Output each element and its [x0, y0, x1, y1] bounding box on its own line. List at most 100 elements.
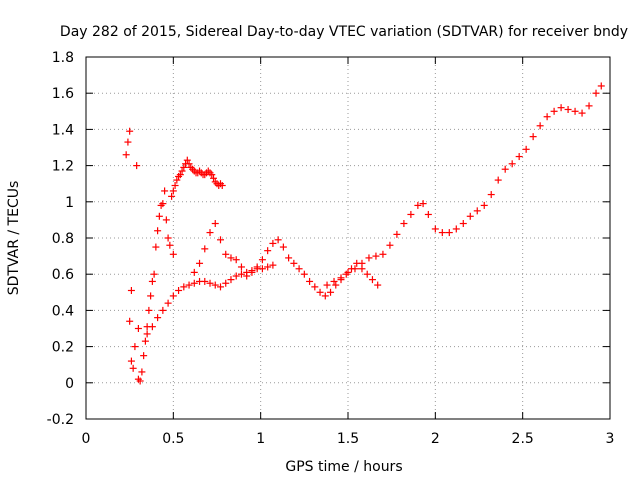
x-tick-label: 3 — [606, 431, 615, 447]
data-point — [227, 276, 235, 284]
data-point — [368, 276, 376, 284]
data-point — [127, 286, 135, 294]
data-point — [508, 160, 516, 168]
y-tick-label: 1.8 — [52, 50, 74, 66]
plot-frame — [85, 56, 611, 420]
data-point — [400, 220, 408, 228]
data-point — [337, 274, 345, 282]
data-point — [143, 330, 151, 338]
data-point — [279, 243, 287, 251]
data-point — [419, 200, 427, 208]
data-point — [180, 283, 188, 291]
data-point — [124, 138, 132, 146]
data-point — [363, 270, 371, 278]
data-point — [414, 201, 422, 209]
data-point — [206, 229, 214, 237]
data-point — [300, 270, 308, 278]
y-tick-label: 0.8 — [52, 231, 74, 247]
data-point — [522, 145, 530, 153]
data-point — [571, 107, 579, 115]
data-point — [473, 207, 481, 215]
data-point — [136, 377, 144, 385]
data-point — [216, 283, 224, 291]
data-point — [129, 364, 137, 372]
data-point — [515, 153, 523, 161]
gridlines — [86, 57, 610, 419]
data-point — [166, 241, 174, 249]
data-point — [185, 281, 193, 289]
data-point — [344, 268, 352, 276]
y-axis-label: SDTVAR / TECUs — [6, 181, 22, 296]
x-tick-label: 0.5 — [162, 431, 184, 447]
data-point — [295, 265, 303, 273]
data-point — [159, 200, 167, 208]
data-point — [264, 263, 272, 271]
data-point — [578, 109, 586, 117]
data-point — [190, 279, 198, 287]
data-point — [122, 151, 130, 159]
data-point — [597, 82, 605, 90]
x-tick-label: 0 — [82, 431, 91, 447]
data-point — [164, 234, 172, 242]
y-tick-label: 1 — [65, 195, 74, 211]
data-point — [557, 104, 565, 112]
data-point — [168, 192, 176, 200]
data-point — [529, 133, 537, 141]
data-point — [131, 343, 139, 351]
data-point — [431, 225, 439, 233]
x-tick-label: 1 — [256, 431, 265, 447]
data-point — [445, 229, 453, 237]
data-point — [372, 252, 380, 260]
data-point — [176, 171, 184, 179]
data-point — [393, 230, 401, 238]
data-point — [358, 259, 366, 267]
x-tick-label: 2.5 — [512, 431, 534, 447]
y-tick-label: 1.2 — [52, 159, 74, 175]
data-point — [190, 268, 198, 276]
data-point — [169, 187, 177, 195]
data-point — [169, 250, 177, 258]
x-tick-labels: 0 0.5 1 1.5 2 2.5 3 — [82, 431, 615, 447]
data-point — [147, 292, 155, 300]
data-point — [316, 288, 324, 296]
data-point — [258, 256, 266, 264]
data-point — [222, 279, 230, 287]
data-point — [330, 277, 338, 285]
data-point — [126, 127, 134, 135]
y-tick-label: 0.6 — [52, 267, 74, 283]
data-point — [264, 247, 272, 255]
data-point — [148, 277, 156, 285]
y-tick-label: -0.2 — [47, 412, 74, 428]
data-point — [178, 167, 186, 175]
chart-title: Day 282 of 2015, Sidereal Day-to-day VTE… — [60, 24, 628, 40]
data-point — [159, 306, 167, 314]
data-point — [206, 279, 214, 287]
data-point — [145, 306, 153, 314]
data-point — [185, 160, 193, 168]
data-point — [438, 229, 446, 237]
y-tick-labels: -0.2 0 0.2 0.4 0.6 0.8 1 1.2 1.4 1.6 1.8 — [47, 50, 74, 428]
data-point — [162, 216, 170, 224]
y-tick-label: 0.2 — [52, 340, 74, 356]
data-point — [452, 225, 460, 233]
data-point — [564, 105, 572, 113]
data-point — [592, 89, 600, 97]
data-point — [274, 236, 282, 244]
data-point — [169, 292, 177, 300]
data-point — [133, 162, 141, 170]
data-point — [232, 256, 240, 264]
x-tick-label: 1.5 — [337, 431, 359, 447]
data-point — [585, 102, 593, 110]
data-point — [175, 286, 183, 294]
data-point — [351, 265, 359, 273]
data-point — [173, 176, 181, 184]
data-point — [248, 268, 256, 276]
data-point — [407, 210, 415, 218]
data-point — [365, 254, 373, 262]
data-point — [321, 292, 329, 300]
data-point — [494, 176, 502, 184]
data-point — [459, 220, 467, 228]
data-point — [501, 165, 509, 173]
data-point — [237, 263, 245, 271]
